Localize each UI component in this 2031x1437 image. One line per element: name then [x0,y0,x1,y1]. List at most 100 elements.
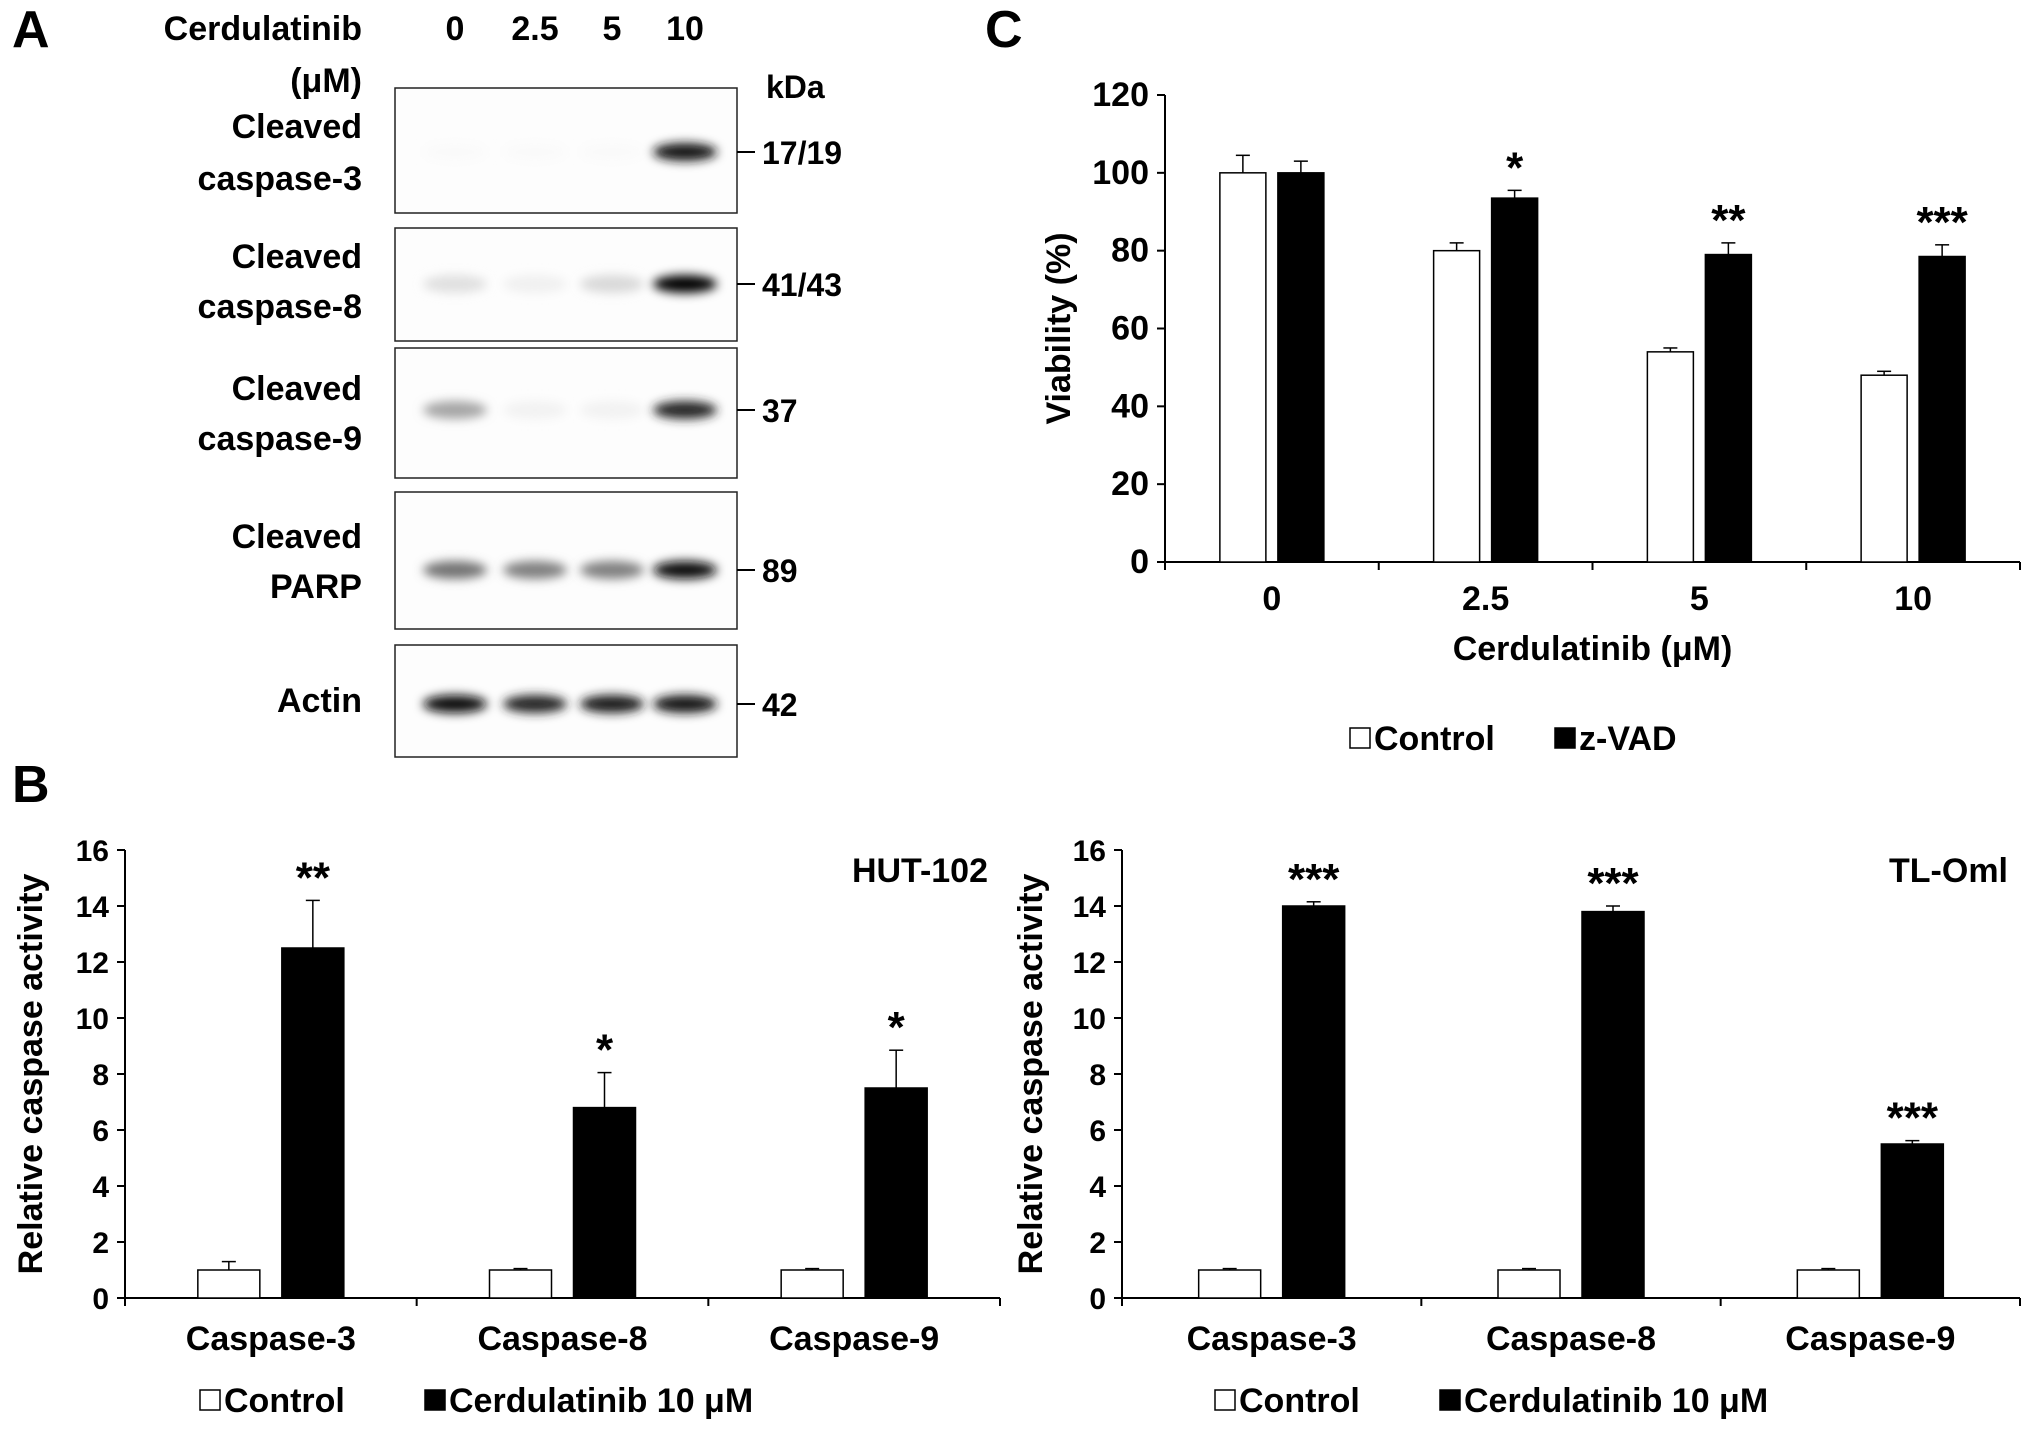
blot-band [653,695,717,713]
blot-protein-label: Cleaved [232,370,362,408]
bar [281,947,345,1299]
blot-band [580,275,644,293]
blot-band [503,275,567,293]
tlom1-caspase-chart: 0 2 4 6 8 10 12 14 16 *** Caspase-3 *** Caspase-8 ***… [1012,835,2021,1420]
kda-label: 17/19 [762,135,842,171]
blot-row: Actin 42 [277,644,798,758]
y-tick-label: 100 [1092,154,1149,192]
bar [780,1269,844,1299]
y-tick-label: 10 [76,1003,109,1036]
y-tick-label: 4 [92,1171,109,1204]
y-tick-label: 14 [1073,891,1107,924]
blot-band [580,695,644,713]
legend-swatch [424,1389,446,1411]
y-tick-label: 12 [76,947,109,980]
blot-band [503,561,567,579]
blot-band [503,401,567,419]
blot-band [653,143,717,161]
blot-band [580,561,644,579]
blot-protein-label: caspase-8 [198,288,362,326]
blot-unit-label: (μM) [290,62,362,100]
bar [1646,351,1695,563]
bar [1281,905,1346,1299]
blot-protein-label: PARP [270,568,362,606]
y-tick-label: 0 [92,1283,109,1316]
bar [1796,1269,1861,1299]
significance-marker: ** [296,853,331,902]
x-tick-label: Caspase-3 [186,1320,356,1358]
y-tick-label: 4 [1089,1171,1106,1204]
legend-label: Control [224,1382,345,1420]
bar [864,1087,928,1299]
y-tick-label: 120 [1092,76,1149,114]
bar [1860,374,1908,563]
blot-lane-label: 2.5 [511,10,558,48]
legend-label: Control [1239,1382,1360,1420]
legend-swatch [199,1389,221,1411]
significance-marker: * [1506,143,1524,192]
kda-label: 42 [762,687,798,723]
y-tick-label: 14 [76,891,110,924]
legend-swatch [1214,1389,1236,1411]
blot-drug-label: Cerdulatinib [164,10,362,48]
blot-band [580,401,644,419]
significance-marker: *** [1887,1094,1939,1143]
panel-b-letter: B [12,756,50,814]
cell-line-label: HUT-102 [852,852,988,890]
x-tick-label: Caspase-9 [769,1320,939,1358]
blot-band [423,401,487,419]
y-tick-label: 2 [92,1227,109,1260]
y-tick-label: 6 [1089,1115,1106,1148]
x-tick-label: Caspase-9 [1785,1320,1955,1358]
bar [572,1106,637,1299]
y-tick-label: 20 [1111,465,1149,503]
panel-c-letter: C [985,1,1023,59]
western-blot-panel: Cerdulatinib (μM) 0 2.5 5 10 kDa Cleaved… [164,10,842,758]
x-tick-label: 10 [1894,580,1932,618]
y-tick-label: 0 [1130,543,1149,581]
blot-protein-label: Cleaved [232,108,362,146]
blot-band [653,401,717,419]
legend-swatch [1349,727,1371,749]
blot-protein-label: Actin [277,682,362,720]
y-tick-label: 16 [76,835,109,868]
y-axis-label: Viability (%) [1040,232,1078,424]
legend-swatch [1554,727,1576,749]
blot-rows: Cleaved caspase-3 17/19 Cleaved caspase-8 41/… [198,87,842,758]
blot-protein-label: caspase-9 [198,420,362,458]
y-tick-label: 8 [1089,1059,1106,1092]
blot-band [423,275,487,293]
x-tick-label: 2.5 [1462,580,1509,618]
legend-label: Control [1374,720,1495,758]
bar [1497,1269,1561,1299]
blot-row: Cleaved PARP 89 [232,491,798,630]
significance-marker: *** [1916,198,1968,247]
bar [1880,1143,1945,1299]
significance-marker: *** [1587,859,1639,908]
blot-protein-label: caspase-3 [198,160,362,198]
bar [1704,253,1753,563]
x-tick-label: Caspase-8 [477,1320,647,1358]
blot-band [423,561,487,579]
y-tick-label: 10 [1073,1003,1106,1036]
cell-line-label: TL-Oml [1889,852,2008,890]
kda-header: kDa [766,69,825,105]
significance-marker: ** [1711,196,1746,245]
x-tick-label: 5 [1690,580,1709,618]
bar [1490,197,1539,563]
y-tick-label: 2 [1089,1227,1106,1260]
bar [1581,910,1645,1299]
legend-label: Cerdulatinib 10 μM [1464,1382,1768,1420]
blot-row: Cleaved caspase-9 37 [198,347,798,479]
kda-label: 41/43 [762,267,842,303]
legend-label: Cerdulatinib 10 μM [449,1382,753,1420]
bar [197,1269,261,1299]
y-tick-label: 40 [1111,387,1149,425]
y-tick-label: 8 [92,1059,109,1092]
blot-lane-label: 0 [446,10,465,48]
bar [1277,172,1325,563]
blot-membrane [394,491,738,630]
x-axis-label: Cerdulatinib (μM) [1453,630,1733,668]
y-tick-label: 0 [1089,1283,1106,1316]
blot-band [423,695,487,713]
